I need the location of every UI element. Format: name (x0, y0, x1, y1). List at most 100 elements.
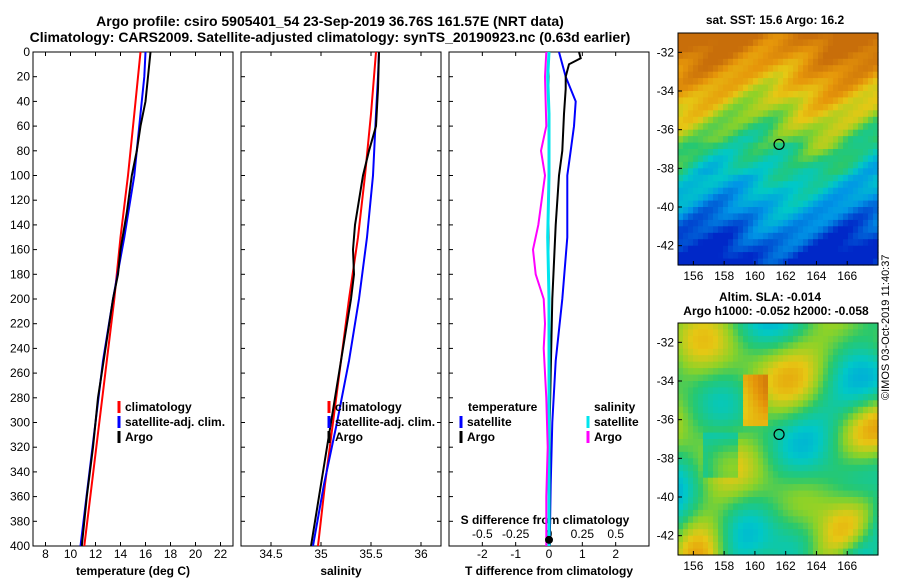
sst-cell (763, 142, 769, 150)
sst-cell (773, 97, 779, 105)
sst-cell (758, 213, 764, 221)
sla-cell (738, 348, 744, 356)
sst-cell (738, 58, 744, 66)
sst-cell (728, 226, 734, 234)
sla-cell (863, 542, 869, 550)
sla-cell (818, 445, 824, 453)
sst-cell (733, 33, 739, 40)
sla-cell (758, 335, 764, 343)
sst-cell (698, 136, 704, 144)
sst-cell (688, 45, 694, 53)
sla-cell (768, 329, 774, 337)
sst-cell (833, 116, 839, 124)
sla-cell (863, 535, 869, 543)
sst-cell (853, 213, 859, 221)
sla-cell (818, 464, 824, 472)
sla-cell (728, 490, 734, 498)
sla-cell (868, 419, 874, 427)
sla-cell (853, 490, 859, 498)
sla-cell (678, 374, 684, 382)
sst-cell (853, 91, 859, 98)
sst-cell (838, 116, 844, 124)
sla-cell (688, 535, 694, 543)
sst-cell (723, 194, 729, 202)
sst-cell (778, 116, 784, 124)
sla-cell (783, 400, 789, 408)
sst-cell (773, 71, 779, 79)
sla-cell (803, 387, 809, 395)
sst-cell (838, 129, 844, 137)
sla-cell (718, 542, 724, 550)
sla-cell (848, 387, 854, 395)
sst-cell (838, 161, 844, 169)
sst-cell (723, 78, 729, 86)
sla-cell (803, 368, 809, 376)
sla-cell (788, 432, 794, 440)
sla-cell (688, 516, 694, 524)
sst-cell (843, 103, 849, 111)
sla-cell (868, 413, 874, 421)
sst-cell (683, 219, 689, 227)
sla-cell (693, 542, 699, 550)
sst-cell (763, 181, 769, 189)
sst-cell (848, 97, 854, 105)
sst-cell (828, 252, 834, 260)
sst-cell (823, 136, 829, 144)
sla-cell (743, 329, 749, 337)
sst-cell (803, 71, 809, 79)
sla-cell (753, 419, 759, 427)
sdiff-tick-label: -0.25 (502, 527, 530, 541)
sla-cell (713, 464, 719, 472)
sla-cell (808, 329, 814, 337)
sst-cell (738, 91, 744, 98)
sla-cell (718, 535, 724, 543)
sst-cell (863, 232, 869, 240)
sst-cell (833, 258, 839, 266)
sst-cell (788, 39, 794, 47)
sla-cell (713, 542, 719, 550)
sla-cell (813, 484, 819, 492)
sla-cell (728, 529, 734, 537)
sla-cell (728, 451, 734, 459)
sst-cell (753, 258, 759, 266)
sst-cell (773, 187, 779, 195)
sla-cell (768, 497, 774, 504)
sst-cell (768, 84, 774, 92)
sst-cell (733, 91, 739, 98)
sla-cell (768, 348, 774, 356)
sla-cell (843, 419, 849, 427)
sla-cell (718, 355, 724, 363)
sla-cell (853, 439, 859, 446)
sla-cell (743, 445, 749, 453)
sst-cell (738, 219, 744, 227)
sst-cell (828, 213, 834, 221)
sla-cell (808, 471, 814, 479)
sla-cell (798, 484, 804, 492)
sla-cell (778, 381, 784, 388)
sla-cell (818, 361, 824, 369)
sst-cell (853, 226, 859, 234)
sst-cell (678, 174, 684, 182)
sla-cell (843, 484, 849, 492)
sst-cell (718, 194, 724, 202)
sst-cell (728, 39, 734, 47)
sst-cell (713, 181, 719, 189)
sst-cell (738, 103, 744, 111)
sla-cell (843, 393, 849, 401)
sst-cell (758, 116, 764, 124)
sst-cell (728, 65, 734, 73)
sst-cell (833, 200, 839, 208)
sla-cell (843, 548, 849, 556)
sla-cell (738, 535, 744, 543)
sst-cell (753, 91, 759, 98)
sst-cell (763, 123, 769, 131)
sla-cell (698, 342, 704, 350)
sst-cell (738, 258, 744, 266)
sla-cell (803, 458, 809, 466)
sla-cell (703, 368, 709, 376)
sla-cell (688, 490, 694, 498)
sst-cell (713, 213, 719, 221)
sst-cell (778, 103, 784, 111)
sst-cell (678, 149, 684, 156)
sst-cell (863, 245, 869, 253)
